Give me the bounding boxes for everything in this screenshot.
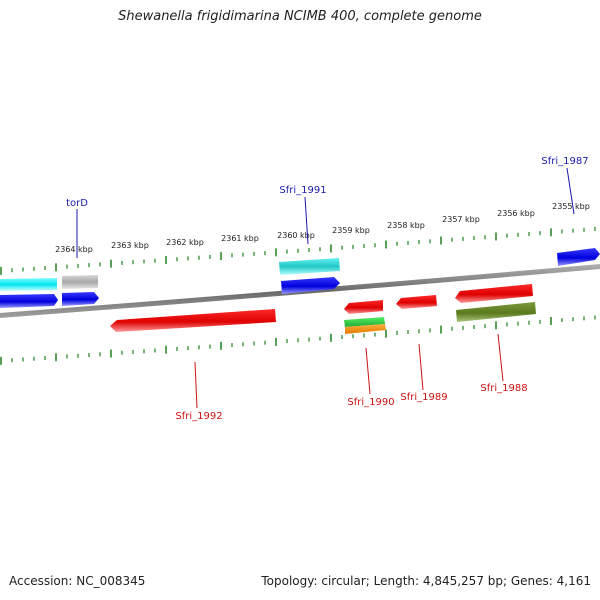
- map-title: Shewanella frigidimarina NCIMB 400, comp…: [118, 9, 482, 24]
- gene-label-Sfri-1988[interactable]: Sfri_1988: [480, 383, 527, 394]
- leader-Sfri-1991: [304, 196, 309, 245]
- gene-label-Sfri-1991[interactable]: Sfri_1991: [279, 185, 326, 196]
- feature-cyan-left[interactable]: [0, 278, 57, 291]
- upper-tick-row: [0, 226, 596, 275]
- feature-torD-gray[interactable]: [62, 275, 98, 289]
- scale-label-2355: 2355 kbp: [552, 202, 590, 211]
- gene-label-Sfri-1987[interactable]: Sfri_1987: [541, 156, 588, 167]
- scale-label-2358: 2358 kbp: [387, 221, 425, 230]
- feature-Sfri-1991-cyan[interactable]: [279, 258, 340, 275]
- feature-Sfri-1990-red[interactable]: [344, 300, 383, 314]
- gene-label-Sfri-1989[interactable]: Sfri_1989: [400, 392, 447, 403]
- feature-Sfri-1988-olive[interactable]: [456, 302, 536, 322]
- leader-Sfri-1988: [497, 333, 504, 382]
- gene-label-torD[interactable]: torD: [66, 198, 88, 209]
- feature-Sfri-1992[interactable]: [110, 309, 276, 332]
- forward-features: [0, 248, 600, 308]
- label-leaders: [76, 167, 575, 409]
- leader-Sfri-1987: [566, 167, 575, 215]
- feature-Sfri-1991-blue[interactable]: [281, 277, 340, 294]
- leader-Sfri-1989: [418, 343, 424, 391]
- feature-Sfri-1989[interactable]: [396, 295, 437, 309]
- scale-label-2357: 2357 kbp: [442, 215, 480, 224]
- scale-label-2359: 2359 kbp: [332, 226, 370, 235]
- feature-Sfri-1990-orange[interactable]: [345, 324, 386, 334]
- feature-Sfri-1988-red[interactable]: [455, 284, 533, 303]
- gene-label-Sfri-1992[interactable]: Sfri_1992: [175, 411, 222, 422]
- scale-labels: 2364 kbp 2363 kbp 2362 kbp 2361 kbp 2360…: [55, 202, 590, 254]
- accession-text: Accession: NC_008345: [9, 574, 146, 588]
- lower-tick-row: [0, 315, 596, 365]
- scale-label-2356: 2356 kbp: [497, 209, 535, 218]
- gene-label-Sfri-1990[interactable]: Sfri_1990: [347, 397, 394, 408]
- feature-torD-blue[interactable]: [62, 292, 99, 306]
- reverse-features: [110, 284, 536, 334]
- scale-label-2361: 2361 kbp: [221, 234, 259, 243]
- scale-label-2363: 2363 kbp: [111, 241, 149, 250]
- leader-Sfri-1992: [194, 361, 198, 409]
- genome-summary-text: Topology: circular; Length: 4,845,257 bp…: [261, 574, 591, 588]
- scale-label-2360: 2360 kbp: [277, 231, 315, 240]
- scale-label-2362: 2362 kbp: [166, 238, 204, 247]
- scale-label-2364: 2364 kbp: [55, 245, 93, 254]
- feature-blue-left[interactable]: [0, 294, 58, 308]
- leader-Sfri-1990: [365, 347, 371, 395]
- feature-Sfri-1987-blue[interactable]: [557, 248, 600, 266]
- feature-Sfri-1990-green[interactable]: [344, 317, 385, 327]
